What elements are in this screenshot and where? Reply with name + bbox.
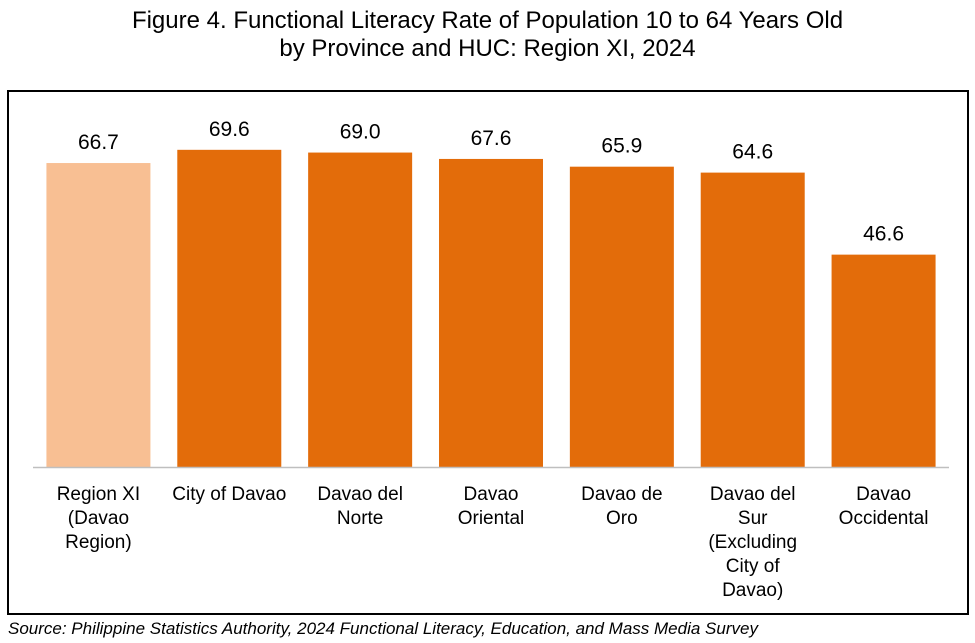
category-label-4: Davao de Oro — [581, 484, 662, 529]
category-label-6: Davao Occidental — [839, 484, 929, 529]
source-note: Source: Philippine Statistics Authority,… — [8, 619, 758, 638]
chart-frame: 66.7 Region XI (Davao Region) 69.6 City of Da… — [7, 90, 969, 615]
value-label-1: 69.6 — [209, 118, 250, 141]
category-label-1: City of Davao — [172, 484, 286, 505]
value-label-0: 66.7 — [78, 131, 119, 154]
bar-1 — [177, 149, 282, 467]
category-label-2: Davao del Norte — [317, 484, 403, 529]
bar-chart: 66.7 Region XI (Davao Region) 69.6 City of Da… — [33, 118, 949, 601]
bar-5 — [700, 172, 805, 467]
bar-0 — [46, 163, 151, 467]
value-label-5: 64.6 — [732, 141, 773, 164]
value-label-6: 46.6 — [863, 223, 904, 246]
chart-title-line-1: Figure 4. Functional Literacy Rate of Po… — [131, 7, 844, 34]
bar-4 — [569, 166, 674, 467]
category-label-5: Davao del Sur (Excluding City of Davao) — [708, 484, 797, 601]
bar-2 — [308, 152, 413, 468]
category-label-3: Davao Oriental — [458, 484, 525, 529]
chart-title-line-2: by Province and HUC: Region XI, 2024 — [279, 35, 696, 62]
value-label-4: 65.9 — [601, 135, 642, 158]
bar-3 — [439, 158, 543, 467]
value-label-2: 69.0 — [340, 121, 381, 144]
category-label-0: Region XI (Davao Region) — [57, 484, 140, 553]
bar-6 — [831, 254, 936, 467]
value-label-3: 67.6 — [471, 127, 512, 150]
